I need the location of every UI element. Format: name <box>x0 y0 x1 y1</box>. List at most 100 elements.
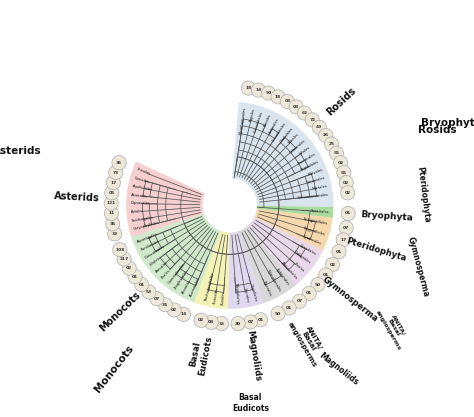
Text: 72: 72 <box>309 118 315 122</box>
Text: Araucariales: Araucariales <box>280 261 298 281</box>
Text: Ginkgoales: Ginkgoales <box>293 250 311 265</box>
Text: Monocots: Monocots <box>92 343 136 394</box>
Circle shape <box>289 100 303 114</box>
Text: Crossosomatales: Crossosomatales <box>298 193 329 200</box>
Text: Malvales: Malvales <box>307 168 323 177</box>
Text: Vitales: Vitales <box>299 145 311 156</box>
Circle shape <box>109 166 123 180</box>
Circle shape <box>128 269 142 284</box>
Text: Laurales: Laurales <box>242 288 249 304</box>
Text: 18: 18 <box>275 95 281 99</box>
Text: Myrtales: Myrtales <box>312 184 328 191</box>
Text: 07: 07 <box>154 297 160 301</box>
Wedge shape <box>194 231 229 309</box>
Circle shape <box>297 106 311 120</box>
Wedge shape <box>126 161 205 237</box>
Text: Acorales: Acorales <box>182 279 192 294</box>
Text: 02: 02 <box>343 181 349 185</box>
Circle shape <box>332 244 346 259</box>
Text: Asterales: Asterales <box>131 193 148 198</box>
Circle shape <box>324 137 338 151</box>
Text: Proteales: Proteales <box>212 286 219 304</box>
Wedge shape <box>232 102 333 207</box>
Text: 03: 03 <box>293 105 299 109</box>
Circle shape <box>122 261 137 275</box>
Text: Basal
Eudicots: Basal Eudicots <box>232 393 269 413</box>
Text: 39: 39 <box>112 232 118 236</box>
Text: Apiales: Apiales <box>130 209 144 214</box>
Circle shape <box>341 186 355 200</box>
Text: 03: 03 <box>208 320 214 324</box>
Text: Liliales: Liliales <box>149 256 162 267</box>
Circle shape <box>113 243 127 257</box>
Text: Canellales: Canellales <box>249 283 257 302</box>
Text: 17: 17 <box>110 181 117 185</box>
Circle shape <box>104 206 118 221</box>
Text: Cucurbitales: Cucurbitales <box>271 122 287 143</box>
Circle shape <box>336 233 350 247</box>
Text: 25: 25 <box>328 142 335 146</box>
Text: Oxalidales: Oxalidales <box>279 127 294 144</box>
Wedge shape <box>239 226 296 303</box>
Text: Asterids: Asterids <box>54 191 100 203</box>
Text: Cucurbitales: Cucurbitales <box>253 111 264 133</box>
Text: 50: 50 <box>315 283 321 286</box>
Text: ANITA/
Basal
angiosperms: ANITA/ Basal angiosperms <box>375 304 412 352</box>
Circle shape <box>158 298 172 312</box>
Text: 55: 55 <box>333 151 339 155</box>
Text: 02: 02 <box>198 318 204 322</box>
Circle shape <box>312 121 327 135</box>
Text: 36: 36 <box>109 222 116 226</box>
Circle shape <box>319 128 333 143</box>
Circle shape <box>280 94 294 108</box>
Text: Myrothamnales: Myrothamnales <box>239 107 247 135</box>
Circle shape <box>117 252 131 266</box>
Text: Dipsacales: Dipsacales <box>130 201 150 206</box>
Text: 01: 01 <box>286 306 292 310</box>
Text: 02: 02 <box>345 191 351 195</box>
Text: 35: 35 <box>219 322 225 326</box>
Circle shape <box>339 176 353 190</box>
Circle shape <box>142 285 156 299</box>
Text: Fagales: Fagales <box>249 108 256 123</box>
Circle shape <box>105 186 119 200</box>
Text: Pteridophyta: Pteridophyta <box>345 236 407 263</box>
Text: Ericales: Ericales <box>136 168 151 176</box>
Text: 50: 50 <box>275 311 281 316</box>
Text: 17: 17 <box>340 238 346 242</box>
Circle shape <box>251 83 265 97</box>
Circle shape <box>104 196 118 210</box>
Text: 26: 26 <box>323 133 329 138</box>
Circle shape <box>319 268 333 282</box>
Text: Zingiberales: Zingiberales <box>174 269 190 290</box>
Text: Saxifragales: Saxifragales <box>131 215 154 223</box>
Text: 14: 14 <box>180 312 187 317</box>
Circle shape <box>311 277 325 291</box>
Text: 121: 121 <box>107 201 116 205</box>
Text: 03: 03 <box>284 100 291 103</box>
Text: Trochodendrales: Trochodendrales <box>204 272 215 302</box>
Text: Celastrales: Celastrales <box>288 138 306 155</box>
Circle shape <box>271 90 285 104</box>
Wedge shape <box>257 206 333 218</box>
Text: 108: 108 <box>115 248 125 252</box>
Circle shape <box>106 217 120 231</box>
Text: Sapindales: Sapindales <box>301 160 320 172</box>
Text: Funariales: Funariales <box>310 209 329 214</box>
Circle shape <box>135 277 149 291</box>
Text: Buxales: Buxales <box>221 290 226 305</box>
Text: 49: 49 <box>316 126 322 129</box>
Text: 14: 14 <box>255 88 262 92</box>
Wedge shape <box>247 217 323 285</box>
Text: Geraniales: Geraniales <box>306 176 326 185</box>
Text: Solanales: Solanales <box>268 117 280 134</box>
Text: Pinales: Pinales <box>293 262 305 273</box>
Circle shape <box>341 206 355 221</box>
Text: Pteridophyta: Pteridophyta <box>416 166 431 223</box>
Text: 07: 07 <box>296 299 302 303</box>
Text: Aquifoliales: Aquifoliales <box>132 184 153 192</box>
Text: Magnoliids: Magnoliids <box>318 351 360 387</box>
Text: 02: 02 <box>126 266 132 270</box>
Circle shape <box>106 176 120 190</box>
Text: 34: 34 <box>162 303 168 307</box>
